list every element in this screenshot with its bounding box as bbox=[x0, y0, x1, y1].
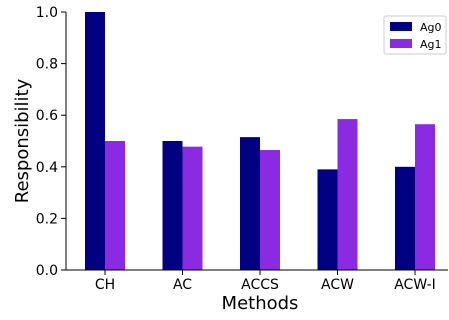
legend-swatch-ag1 bbox=[390, 39, 412, 48]
y-tick-label: 1.0 bbox=[36, 5, 58, 21]
bar-ag1-accs bbox=[260, 150, 280, 270]
legend-label-ag0: Ag0 bbox=[420, 21, 442, 34]
x-axis-label: Methods bbox=[222, 293, 299, 314]
bar-ag0-ac bbox=[162, 141, 183, 270]
bar-ag1-ac bbox=[182, 146, 203, 270]
y-tick-label: 0.0 bbox=[36, 263, 58, 279]
bar-ag1-acw bbox=[337, 119, 358, 270]
bar-ag0-accs bbox=[240, 137, 260, 270]
bar-ag0-acw-i bbox=[395, 166, 415, 270]
y-tick-label: 0.8 bbox=[36, 57, 58, 73]
y-tick-label: 0.4 bbox=[36, 160, 58, 176]
bars-layer bbox=[85, 12, 435, 270]
bar-ag0-ch bbox=[85, 12, 105, 270]
x-tick-label-acw: ACW bbox=[321, 277, 354, 293]
y-tick-label: 0.2 bbox=[36, 211, 58, 227]
bar-ag1-ch bbox=[105, 141, 125, 270]
x-tick-label-ac: AC bbox=[173, 277, 192, 293]
x-tick-label-acw-i: ACW-I bbox=[394, 277, 436, 293]
y-tick-label: 0.6 bbox=[36, 108, 58, 124]
legend-swatch-ag0 bbox=[390, 22, 412, 31]
bar-ag1-acw-i bbox=[415, 124, 435, 270]
y-axis-label: Responsibility bbox=[12, 78, 33, 203]
x-tick-label-accs: ACCS bbox=[241, 277, 279, 293]
x-tick-label-ch: CH bbox=[95, 277, 115, 293]
x-ticks: CH AC ACCS ACW ACW-I bbox=[95, 270, 436, 293]
legend: Ag0 Ag1 bbox=[383, 15, 447, 55]
bar-ag0-acw bbox=[317, 169, 338, 270]
y-ticks: 0.0 0.2 0.4 0.6 0.8 1.0 bbox=[36, 5, 66, 279]
legend-label-ag1: Ag1 bbox=[420, 38, 442, 51]
